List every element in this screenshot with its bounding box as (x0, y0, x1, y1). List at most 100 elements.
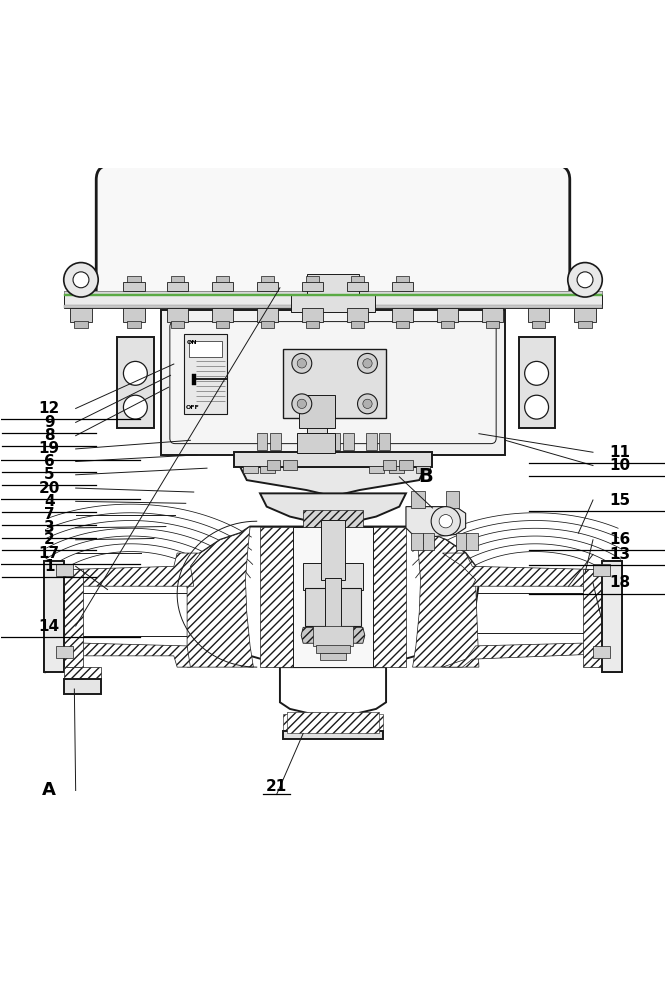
Bar (117, 337, 154, 428)
Bar (302, 282, 323, 291)
Circle shape (525, 395, 549, 419)
Bar (307, 398, 327, 448)
Bar (441, 321, 454, 328)
Text: 20: 20 (39, 481, 60, 496)
Bar (65, 291, 601, 308)
Bar (45, 561, 65, 672)
Bar (256, 433, 267, 450)
Bar (583, 569, 603, 667)
Bar (172, 324, 494, 442)
Circle shape (123, 361, 147, 385)
Bar (325, 578, 341, 633)
Bar (170, 276, 184, 282)
Bar (234, 452, 432, 467)
Bar (400, 460, 412, 470)
Text: 16: 16 (609, 532, 630, 547)
Bar (307, 274, 359, 294)
Polygon shape (442, 643, 601, 667)
Bar (65, 569, 83, 667)
Bar (303, 510, 363, 527)
Text: 14: 14 (39, 619, 60, 634)
Bar (422, 533, 434, 550)
Bar (347, 282, 368, 291)
Bar (601, 561, 621, 672)
Text: 10: 10 (609, 458, 630, 473)
Circle shape (297, 359, 306, 368)
Bar (192, 374, 196, 385)
Bar (189, 341, 222, 357)
FancyBboxPatch shape (96, 165, 570, 306)
Circle shape (363, 399, 372, 408)
Text: 13: 13 (609, 547, 630, 562)
Polygon shape (280, 667, 386, 714)
Bar (266, 460, 280, 470)
Text: OFF: OFF (186, 405, 200, 410)
Bar (293, 527, 373, 667)
Text: 8: 8 (44, 428, 55, 443)
Text: 18: 18 (609, 575, 630, 590)
Bar (574, 308, 595, 322)
Bar (256, 308, 278, 322)
Text: 15: 15 (609, 493, 630, 508)
Circle shape (525, 361, 549, 385)
Bar (184, 334, 227, 414)
Bar (75, 321, 88, 328)
Bar (123, 308, 145, 322)
Circle shape (292, 394, 312, 414)
Bar (396, 321, 410, 328)
Polygon shape (260, 527, 293, 667)
Circle shape (64, 263, 98, 297)
Bar (283, 349, 386, 418)
Bar (212, 308, 233, 322)
Text: 6: 6 (44, 454, 55, 469)
Text: 11: 11 (609, 445, 630, 460)
Bar (65, 291, 601, 294)
Polygon shape (301, 627, 365, 643)
Bar (412, 533, 423, 550)
Bar (486, 321, 500, 328)
Bar (316, 645, 350, 653)
Text: 5: 5 (44, 467, 55, 482)
Circle shape (297, 399, 306, 408)
Bar (306, 276, 319, 282)
Bar (296, 433, 335, 453)
Bar (347, 308, 368, 322)
Bar (166, 308, 188, 322)
Bar (270, 433, 280, 450)
Bar (396, 276, 410, 282)
Bar (366, 433, 377, 450)
Bar (578, 321, 591, 328)
Bar (283, 731, 383, 739)
Polygon shape (240, 467, 426, 495)
Bar (170, 321, 184, 328)
Polygon shape (65, 643, 190, 667)
Circle shape (358, 353, 378, 373)
Polygon shape (187, 527, 479, 667)
Text: 7: 7 (44, 507, 55, 522)
Bar (303, 563, 363, 590)
Bar (437, 308, 458, 322)
Circle shape (439, 515, 452, 528)
Bar (161, 310, 505, 455)
Bar (519, 337, 555, 428)
Text: 9: 9 (44, 415, 55, 430)
Circle shape (292, 353, 312, 373)
Circle shape (358, 394, 378, 414)
Circle shape (363, 359, 372, 368)
Bar (528, 308, 549, 322)
Bar (390, 466, 404, 473)
Bar (298, 395, 335, 428)
Bar (123, 282, 145, 291)
Bar (65, 679, 101, 694)
Bar (256, 282, 278, 291)
Bar (313, 626, 353, 646)
Circle shape (577, 272, 593, 288)
Text: ON: ON (187, 340, 198, 345)
Bar (216, 321, 229, 328)
Bar (593, 564, 609, 576)
Bar (593, 646, 609, 658)
Text: 21: 21 (266, 779, 287, 794)
Polygon shape (442, 553, 601, 586)
Bar (446, 491, 459, 508)
Bar (166, 282, 188, 291)
